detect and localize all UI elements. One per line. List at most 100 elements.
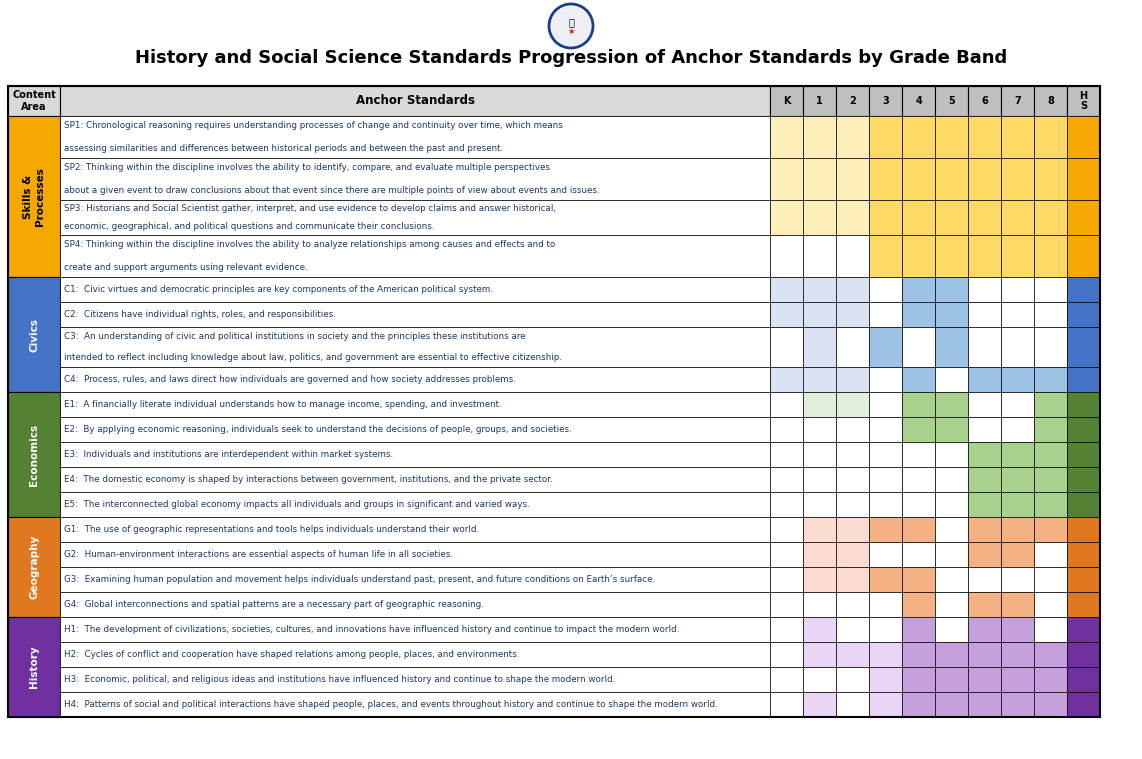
Bar [770,200,803,235]
Bar [61,442,770,467]
Bar [803,542,836,567]
Bar [968,302,1002,327]
Bar [8,277,61,392]
Bar [1034,302,1067,327]
Bar [1067,667,1100,692]
Bar [902,667,935,692]
Bar [935,235,968,277]
Text: C1:  Civic virtues and democratic principles are key components of the American : C1: Civic virtues and democratic princip… [64,285,493,294]
Bar [836,392,869,417]
Bar [869,492,902,517]
Bar [1034,86,1067,116]
Bar [902,692,935,717]
Bar [1067,327,1100,367]
Bar [61,116,770,158]
Text: assessing similarities and differences between historical periods and between th: assessing similarities and differences b… [64,144,504,153]
Bar [803,667,836,692]
Text: H3:  Economic, political, and religious ideas and institutions have influenced h: H3: Economic, political, and religious i… [64,675,616,684]
Text: History and Social Science Standards Progression of Anchor Standards by Grade Ba: History and Social Science Standards Pro… [135,49,1007,67]
Bar [803,617,836,642]
Bar [869,392,902,417]
Bar [61,235,770,277]
Bar [803,467,836,492]
Bar [803,86,836,116]
Bar [836,302,869,327]
Bar [836,467,869,492]
Bar [61,592,770,617]
Bar [1002,442,1034,467]
Bar [902,542,935,567]
Bar [935,542,968,567]
Bar [935,277,968,302]
Bar [1034,116,1067,158]
Bar [935,392,968,417]
Bar [803,517,836,542]
Text: Civics: Civics [29,317,39,351]
Bar [1067,617,1100,642]
Text: economic, geographical, and political questions and communicate their conclusion: economic, geographical, and political qu… [64,222,434,231]
Bar [968,367,1002,392]
Bar [770,567,803,592]
Bar [968,235,1002,277]
Bar [803,592,836,617]
Bar [1002,567,1034,592]
Bar [1034,367,1067,392]
Text: Skills &
Processes: Skills & Processes [23,167,45,226]
Bar [1067,467,1100,492]
Bar [803,692,836,717]
Bar [1067,517,1100,542]
Bar [770,277,803,302]
Bar [770,517,803,542]
Bar [902,367,935,392]
Bar [902,467,935,492]
Text: C3:  An understanding of civic and political institutions in society and the pri: C3: An understanding of civic and politi… [64,332,525,341]
Bar [902,417,935,442]
Bar [770,467,803,492]
Bar [902,392,935,417]
Bar [968,542,1002,567]
Bar [1067,542,1100,567]
Bar [869,86,902,116]
Text: SP1: Chronological reasoning requires understanding processes of change and cont: SP1: Chronological reasoning requires un… [64,121,563,130]
Bar [968,442,1002,467]
Text: SP4: Thinking within the discipline involves the ability to analyze relationship: SP4: Thinking within the discipline invo… [64,240,555,249]
Bar [803,116,836,158]
Bar [836,617,869,642]
Bar [803,235,836,277]
Bar [1067,392,1100,417]
Bar [836,517,869,542]
Bar [1002,302,1034,327]
Bar [935,592,968,617]
Bar [770,542,803,567]
Bar [803,277,836,302]
Bar [1002,417,1034,442]
Bar [935,302,968,327]
Bar [1034,542,1067,567]
Text: about a given event to draw conclusions about that event since there are multipl: about a given event to draw conclusions … [64,186,600,195]
Bar [869,592,902,617]
Bar [61,517,770,542]
Bar [1002,517,1034,542]
Bar [968,158,1002,200]
Bar [968,592,1002,617]
Bar [902,517,935,542]
Bar [1002,492,1034,517]
Bar [836,200,869,235]
Text: H4:  Patterns of social and political interactions have shaped people, places, a: H4: Patterns of social and political int… [64,700,718,709]
Bar [935,116,968,158]
Bar [902,592,935,617]
Bar [869,617,902,642]
Bar [869,417,902,442]
Bar [968,417,1002,442]
Bar [803,392,836,417]
Bar [935,86,968,116]
Text: H
S: H S [1079,90,1087,112]
Bar [1002,367,1034,392]
Bar [1002,158,1034,200]
Bar [968,492,1002,517]
Bar [1002,467,1034,492]
Bar [61,367,770,392]
Bar [935,567,968,592]
Bar [8,517,61,617]
Bar [61,617,770,642]
